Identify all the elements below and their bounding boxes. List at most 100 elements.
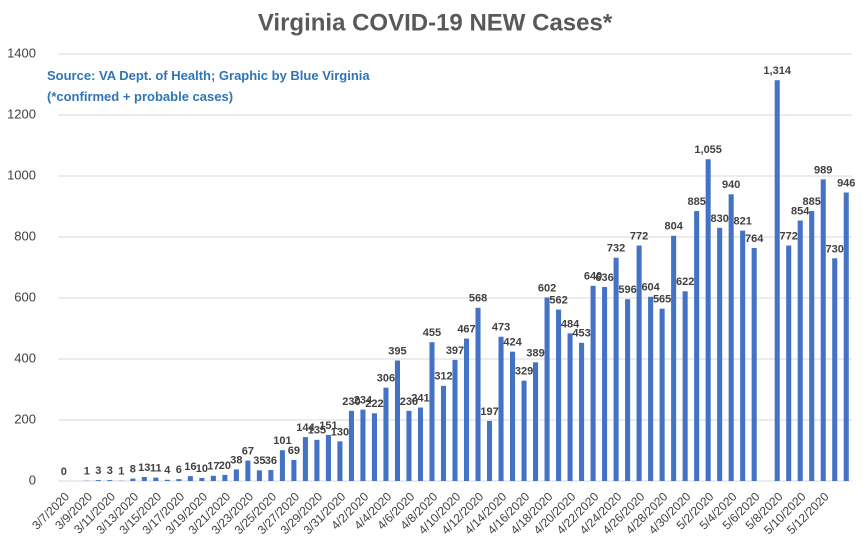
bar <box>786 245 792 481</box>
bar <box>348 410 354 481</box>
bar <box>544 297 550 481</box>
bar <box>774 80 780 481</box>
data-label: 222 <box>365 398 383 410</box>
bar <box>210 475 216 481</box>
bar <box>291 459 297 481</box>
bar <box>717 227 723 481</box>
bar <box>843 192 849 481</box>
bar <box>256 470 262 481</box>
bar <box>682 291 688 481</box>
bar <box>475 307 481 481</box>
bar <box>694 211 700 481</box>
data-label: 135 <box>308 425 326 437</box>
bar <box>567 333 573 481</box>
data-label: 6 <box>176 464 182 476</box>
data-label: 467 <box>457 323 475 335</box>
bar <box>233 469 239 481</box>
data-label: 821 <box>734 216 752 228</box>
bar <box>728 194 734 482</box>
data-label: 764 <box>745 233 764 245</box>
y-tick-label: 400 <box>14 350 36 365</box>
bar <box>325 434 331 481</box>
data-label: 946 <box>837 177 855 189</box>
bar <box>107 480 113 481</box>
data-label: 854 <box>791 205 810 217</box>
data-label: 234 <box>354 395 373 407</box>
bar <box>176 479 182 481</box>
data-label: 130 <box>331 426 349 438</box>
bar <box>797 220 803 481</box>
bar <box>820 179 826 482</box>
data-label: 636 <box>595 272 613 284</box>
data-label: 622 <box>676 276 694 288</box>
bar <box>371 413 377 481</box>
data-label: 565 <box>653 294 671 306</box>
bar <box>809 211 815 481</box>
y-tick-label: 1200 <box>7 106 36 121</box>
data-label: 8 <box>130 463 136 475</box>
bar <box>498 336 504 481</box>
data-label: 604 <box>641 282 660 294</box>
data-label: 230 <box>342 396 360 408</box>
data-label: 69 <box>288 445 300 457</box>
data-label: 885 <box>803 196 821 208</box>
chart-title: Virginia COVID-19 NEW Cases* <box>258 9 613 36</box>
data-label: 772 <box>630 230 648 242</box>
data-label: 1 <box>84 466 90 478</box>
data-label: 151 <box>319 420 337 432</box>
y-tick-label: 0 <box>29 472 36 487</box>
y-tick-label: 200 <box>14 411 36 426</box>
bar <box>740 230 746 481</box>
bar <box>95 480 101 481</box>
bar <box>579 342 585 481</box>
data-label: 1,055 <box>694 144 722 156</box>
bar <box>613 257 619 481</box>
data-label: 989 <box>814 164 832 176</box>
data-label: 20 <box>219 460 231 472</box>
data-label: 395 <box>388 345 406 357</box>
data-label: 455 <box>423 327 441 339</box>
data-label: 17 <box>207 461 219 473</box>
data-label: 0 <box>61 466 67 478</box>
bar <box>671 235 677 481</box>
y-tick-label: 800 <box>14 228 36 243</box>
data-label: 397 <box>446 345 464 357</box>
data-label: 144 <box>296 422 315 434</box>
data-label: 101 <box>273 435 291 447</box>
data-label: 197 <box>480 406 498 418</box>
bar <box>153 477 159 481</box>
bar <box>417 407 424 481</box>
footnote: (*confirmed + probable cases) <box>47 89 233 104</box>
data-label: 312 <box>434 371 452 383</box>
data-label: 1,314 <box>763 65 791 77</box>
bar <box>625 299 631 481</box>
bar <box>406 410 412 481</box>
y-tick-label: 1400 <box>7 45 36 60</box>
bar <box>302 437 308 481</box>
data-label: 772 <box>780 230 798 242</box>
data-label: 830 <box>710 213 728 225</box>
data-label: 389 <box>526 347 544 359</box>
data-label: 473 <box>492 322 510 334</box>
data-label: 804 <box>664 221 683 233</box>
bar <box>429 342 435 481</box>
bar <box>521 380 527 481</box>
bar <box>751 247 757 481</box>
data-label: 484 <box>561 318 580 330</box>
data-label: 306 <box>377 373 395 385</box>
data-label: 1 <box>118 466 124 478</box>
data-label: 640 <box>584 271 602 283</box>
bar <box>602 287 608 481</box>
data-label: 596 <box>618 284 636 296</box>
bar <box>659 308 665 481</box>
bar <box>705 159 711 481</box>
data-label: 424 <box>503 337 522 349</box>
data-label: 568 <box>469 293 487 305</box>
data-label: 3 <box>107 465 113 477</box>
data-label: 241 <box>411 392 429 404</box>
data-label: 11 <box>150 463 162 475</box>
bar <box>486 420 493 481</box>
data-label: 329 <box>515 366 533 378</box>
data-label: 453 <box>572 328 590 340</box>
